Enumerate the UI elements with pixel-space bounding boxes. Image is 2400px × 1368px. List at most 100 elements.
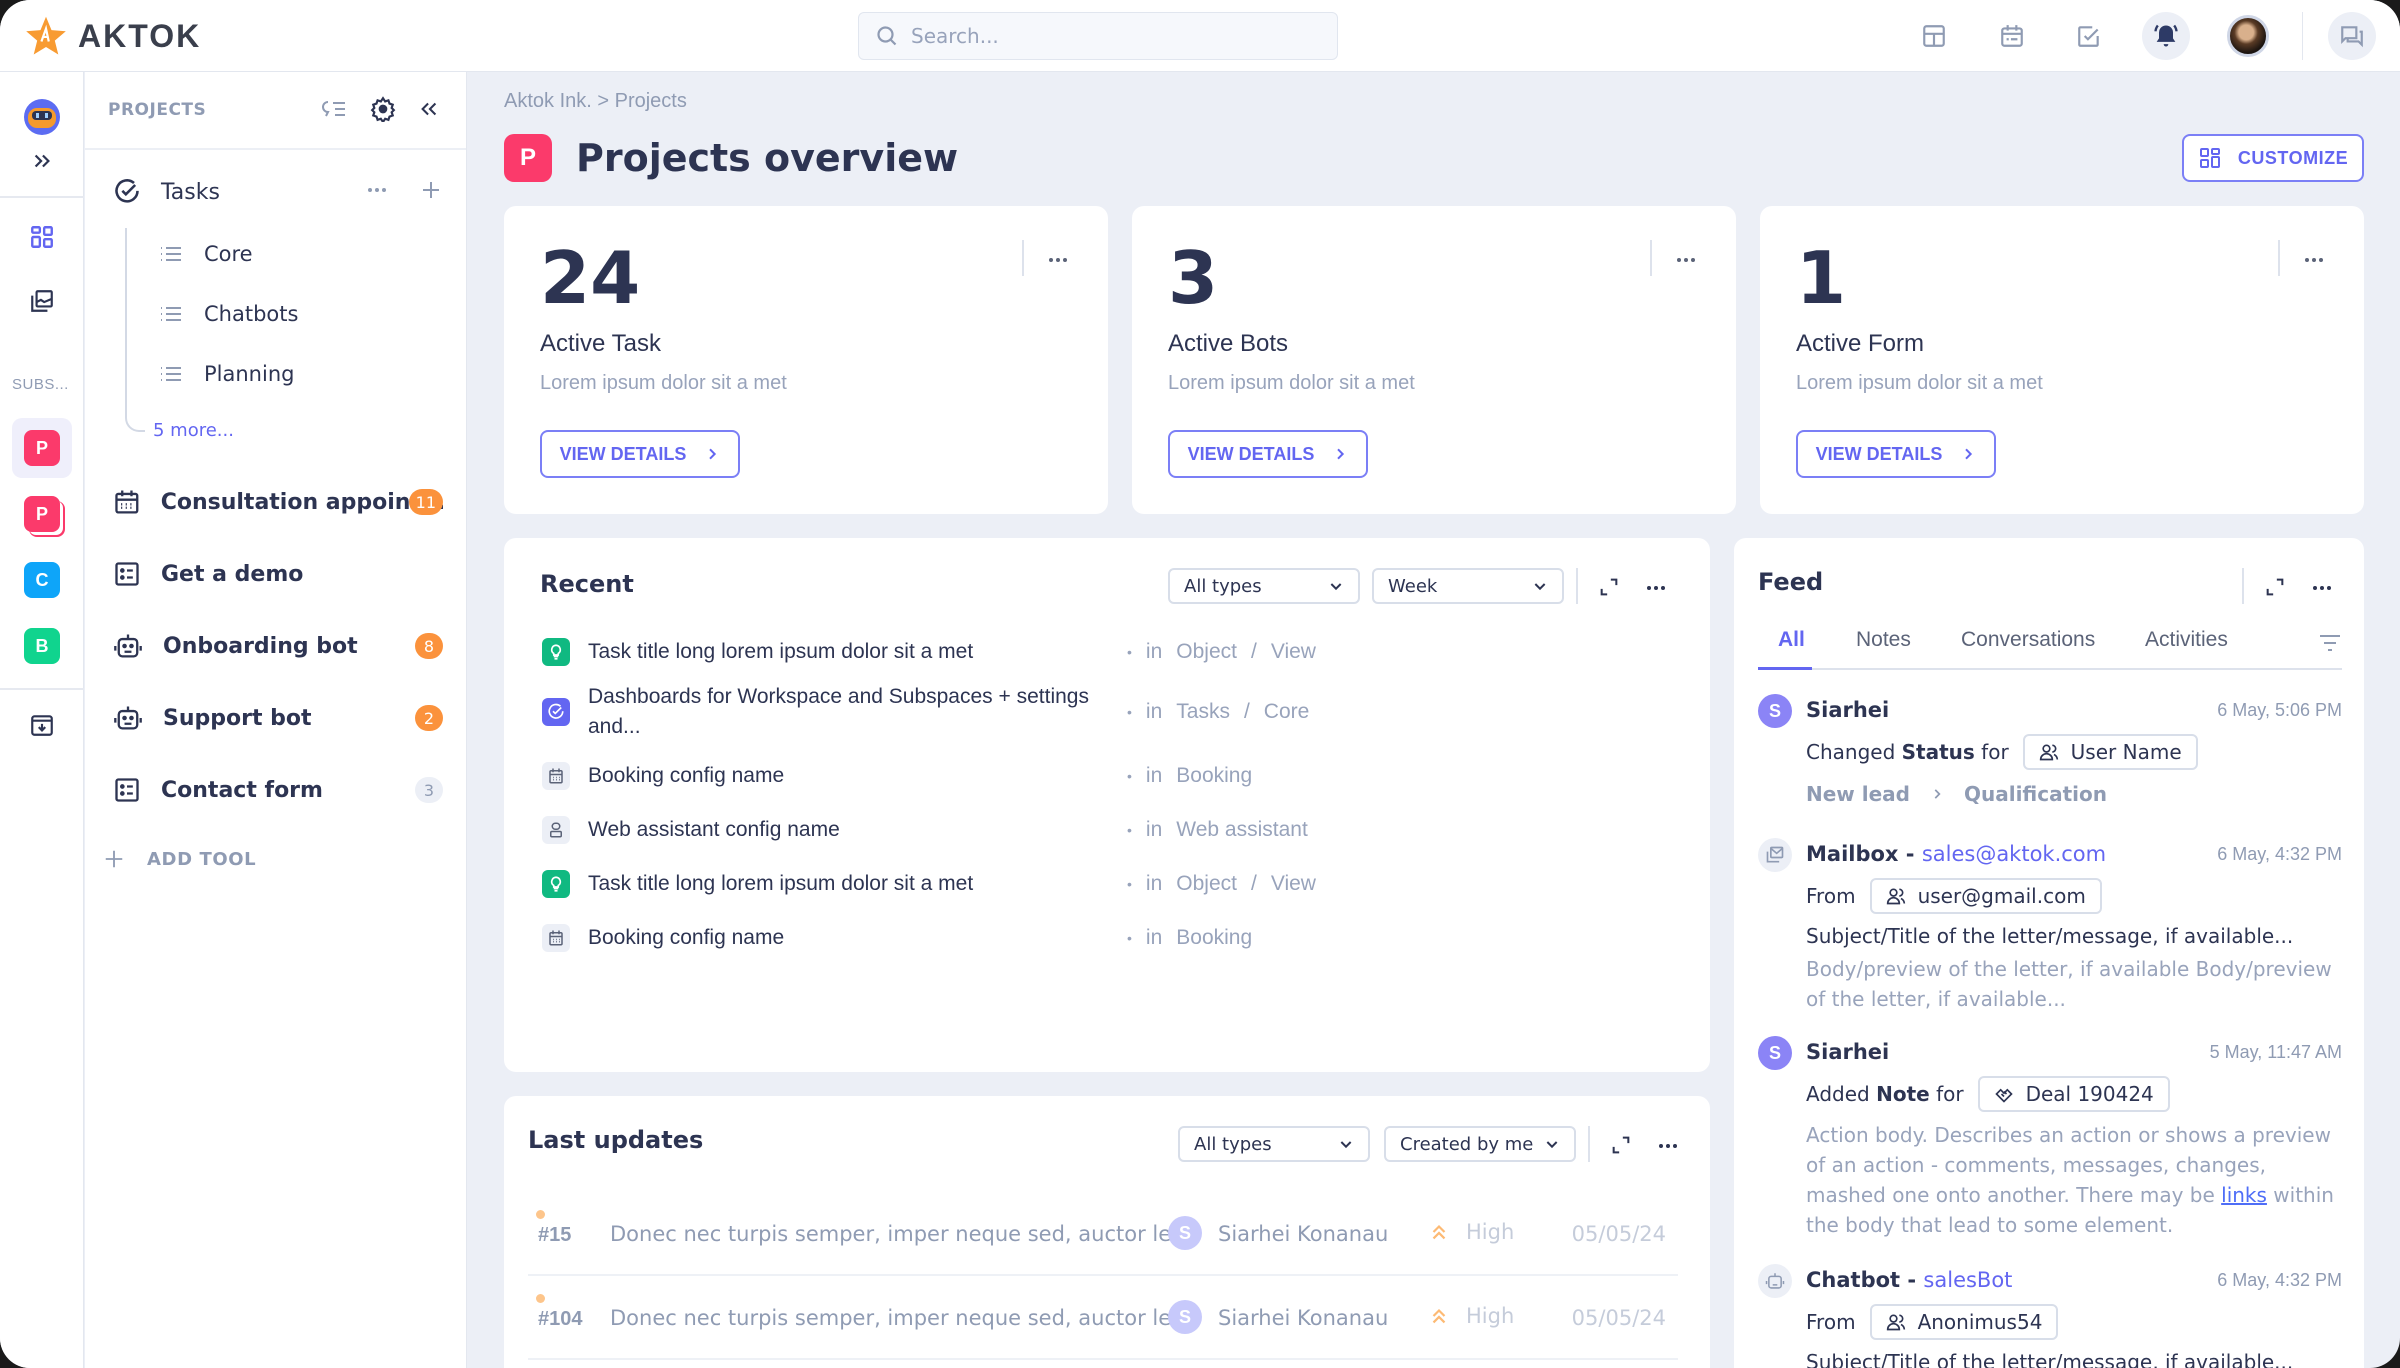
- recent-item[interactable]: Web assistant config name • in Web assista…: [542, 810, 1692, 850]
- notifications-button[interactable]: [2142, 12, 2190, 60]
- check-circle-icon: [542, 698, 570, 726]
- filter-icon[interactable]: [2318, 632, 2342, 654]
- list-icon: [161, 367, 181, 381]
- sort-list-icon[interactable]: [320, 96, 348, 122]
- sidebar-item-support-bot[interactable]: Support bot 2: [113, 696, 443, 740]
- bot-icon: [114, 706, 142, 730]
- body-link[interactable]: links: [2221, 1183, 2267, 1207]
- tab-notes[interactable]: Notes: [1856, 628, 1911, 651]
- page-title: Projects overview: [576, 136, 959, 180]
- sidebar-subitem-planning[interactable]: Planning: [160, 354, 294, 394]
- mailbox-link[interactable]: sales@aktok.com: [1921, 842, 2107, 866]
- bell-icon: [2154, 24, 2178, 47]
- expand-icon[interactable]: [1598, 576, 1620, 598]
- logo[interactable]: AKTOK: [24, 14, 201, 58]
- tasks-button[interactable]: [2065, 12, 2113, 60]
- tab-activities[interactable]: Activities: [2145, 628, 2228, 651]
- user-chip[interactable]: User Name: [2022, 734, 2198, 770]
- recent-item[interactable]: Task title long lorem ipsum dolor sit a …: [542, 864, 1692, 904]
- sidebar-item-onboarding-bot[interactable]: Onboarding bot 8: [113, 624, 443, 668]
- priority: High: [1428, 1304, 1514, 1328]
- layout-icon: [1923, 25, 1945, 47]
- sidebar-item-contact-form[interactable]: Contact form 3: [113, 768, 443, 812]
- more-horizontal-icon[interactable]: [2310, 576, 2334, 600]
- add-tool-button[interactable]: ADD TOOL: [103, 848, 256, 870]
- feed-item[interactable]: S Siarhei 6 May, 5:06 PM Changed Status …: [1758, 694, 2342, 814]
- sidebar-subitem-core[interactable]: Core: [160, 234, 253, 274]
- customize-button[interactable]: CUSTOMIZE: [2182, 134, 2364, 182]
- sender-chip[interactable]: user@gmail.com: [1869, 878, 2102, 914]
- more-horizontal-icon[interactable]: [1656, 1134, 1680, 1158]
- robot-mascot-icon: [24, 99, 60, 135]
- update-row[interactable]: #104 Donec nec turpis semper, imper nequ…: [528, 1276, 1678, 1360]
- stat-card-active-bots: 3 Active Bots Lorem ipsum dolor sit a me…: [1132, 206, 1736, 514]
- expand-rail-button[interactable]: [0, 150, 84, 172]
- view-details-button[interactable]: VIEW DETAILS: [1168, 430, 1368, 478]
- more-horizontal-icon[interactable]: [1046, 248, 1070, 272]
- stat-card-active-form: 1 Active Form Lorem ipsum dolor sit a me…: [1760, 206, 2364, 514]
- sidebar-item-tasks[interactable]: Tasks: [113, 172, 443, 212]
- projects-sidebar: PROJECTS Tasks Core Chatbots: [85, 72, 467, 1368]
- more-horizontal-icon[interactable]: [1674, 248, 1698, 272]
- feed-item[interactable]: Mailbox - sales@aktok.com 6 May, 4:32 PM…: [1758, 838, 2342, 1018]
- more-horizontal-icon[interactable]: [2302, 248, 2326, 272]
- expand-icon[interactable]: [2264, 576, 2286, 598]
- recent-item[interactable]: Booking config name • in Booking: [542, 918, 1692, 958]
- deal-chip[interactable]: Deal 190424: [1977, 1076, 2170, 1112]
- sender-chip[interactable]: Anonimus54: [1869, 1304, 2059, 1340]
- update-row[interactable]: #15 Donec nec turpis semper, imper neque…: [528, 1192, 1678, 1276]
- breadcrumb[interactable]: Aktok Ink. > Projects: [504, 90, 687, 112]
- search-input[interactable]: [911, 24, 1311, 48]
- plus-icon[interactable]: [419, 178, 443, 202]
- tasks-label: Tasks: [161, 179, 220, 205]
- expand-icon[interactable]: [1610, 1134, 1632, 1156]
- star-logo-icon: [26, 16, 66, 55]
- stat-title: Active Bots: [1168, 330, 1289, 357]
- user-avatar-button[interactable]: [2224, 12, 2272, 60]
- list-icon: [161, 307, 181, 321]
- updates-owner-select[interactable]: Created by me: [1384, 1126, 1576, 1162]
- subspace-b[interactable]: B: [0, 628, 84, 664]
- workspace-avatar[interactable]: [0, 98, 84, 136]
- view-details-button[interactable]: VIEW DETAILS: [1796, 430, 1996, 478]
- subspace-p-stacked[interactable]: P: [0, 496, 84, 532]
- archive-nav[interactable]: [0, 712, 84, 738]
- recent-period-select[interactable]: Week: [1372, 568, 1564, 604]
- more-horizontal-icon[interactable]: [365, 178, 389, 202]
- count-badge: 3: [415, 777, 443, 803]
- gallery-nav[interactable]: [0, 288, 84, 314]
- sidebar-subitem-chatbots[interactable]: Chatbots: [160, 294, 298, 334]
- avatar: S: [1758, 694, 1792, 728]
- more-tasks-link[interactable]: 5 more...: [153, 420, 234, 441]
- feed-item[interactable]: Chatbot - salesBot 6 May, 4:32 PM From A…: [1758, 1264, 2342, 1368]
- chatbot-link[interactable]: salesBot: [1923, 1268, 2013, 1292]
- more-horizontal-icon[interactable]: [1644, 576, 1668, 600]
- gear-icon[interactable]: [370, 96, 396, 122]
- recent-type-select[interactable]: All types: [1168, 568, 1360, 604]
- chat-icon: [2341, 26, 2363, 48]
- view-details-button[interactable]: VIEW DETAILS: [540, 430, 740, 478]
- tree-connector: [125, 228, 145, 432]
- layout-button[interactable]: [1910, 12, 1958, 60]
- chat-button[interactable]: [2328, 12, 2376, 60]
- updates-type-select[interactable]: All types: [1178, 1126, 1370, 1162]
- bulb-icon: [542, 870, 570, 898]
- feed-item[interactable]: S Siarhei 5 May, 11:47 AM Added Note for…: [1758, 1036, 2342, 1237]
- sidebar-item-get-a-demo[interactable]: Get a demo: [113, 552, 443, 596]
- app-name: AKTOK: [78, 17, 202, 54]
- subspace-c[interactable]: C: [0, 562, 84, 598]
- feed-panel: Feed All Notes Conversations Activities …: [1734, 538, 2364, 1368]
- tab-conversations[interactable]: Conversations: [1961, 628, 2096, 651]
- search-box[interactable]: [858, 12, 1338, 60]
- collapse-sidebar-icon[interactable]: [418, 98, 440, 120]
- tab-all[interactable]: All: [1778, 628, 1805, 651]
- subspace-p-selected[interactable]: P: [0, 418, 84, 478]
- subspaces-label: SUBS...: [12, 376, 69, 393]
- recent-item[interactable]: Dashboards for Workspace and Subspaces +…: [542, 672, 1692, 752]
- sidebar-item-consultation[interactable]: Consultation appoint... 11: [113, 480, 443, 524]
- recent-item[interactable]: Booking config name • in Booking: [542, 756, 1692, 796]
- recent-item[interactable]: Task title long lorem ipsum dolor sit a …: [542, 632, 1692, 672]
- chevrons-right-icon: [34, 154, 50, 168]
- dashboard-nav[interactable]: [0, 224, 84, 250]
- calendar-button[interactable]: [1988, 12, 2036, 60]
